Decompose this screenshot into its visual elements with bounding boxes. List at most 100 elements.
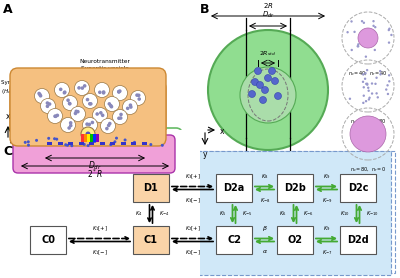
Text: $K_{-7}$: $K_{-7}$ [322,248,332,257]
Text: $K_2[-]$: $K_2[-]$ [185,248,201,257]
FancyBboxPatch shape [10,68,166,146]
Circle shape [108,102,111,106]
FancyBboxPatch shape [133,174,169,202]
FancyBboxPatch shape [30,226,66,254]
Text: $K_{-8}$: $K_{-8}$ [260,196,270,205]
Circle shape [74,112,77,115]
Circle shape [27,144,30,147]
Bar [90,134,92,142]
Circle shape [379,73,382,76]
Circle shape [112,86,128,101]
Circle shape [66,98,70,102]
Circle shape [70,144,73,147]
Circle shape [63,91,66,95]
Bar [58,142,62,145]
Circle shape [39,94,42,98]
Circle shape [149,143,152,146]
Circle shape [87,144,90,147]
Circle shape [129,105,133,109]
Circle shape [254,68,262,75]
Circle shape [372,20,375,23]
Text: $K_1[+]$: $K_1[+]$ [92,224,108,233]
Circle shape [256,81,264,88]
Bar [100,142,105,145]
Text: Synaptic cleft height
$(H_c)$: Synaptic cleft height $(H_c)$ [1,80,58,137]
Circle shape [47,137,50,140]
Circle shape [356,45,359,48]
FancyBboxPatch shape [216,226,252,254]
Circle shape [88,102,92,106]
Circle shape [54,115,58,118]
Bar [89,142,94,145]
Circle shape [130,91,146,105]
Circle shape [350,116,386,152]
Circle shape [386,84,389,86]
Circle shape [66,144,69,147]
Bar [96,134,98,142]
Circle shape [364,72,367,75]
Circle shape [115,136,118,140]
Text: D2a: D2a [223,183,245,193]
FancyBboxPatch shape [340,174,376,202]
Text: O2: O2 [288,235,302,245]
Circle shape [35,139,38,142]
Circle shape [102,91,105,95]
Circle shape [119,116,122,120]
Circle shape [260,96,266,103]
Text: $K_3[-]$: $K_3[-]$ [185,196,201,205]
Bar [79,142,84,145]
Circle shape [349,98,351,100]
Circle shape [112,110,128,125]
Text: C: C [3,145,12,158]
Circle shape [366,83,368,86]
Circle shape [388,29,390,31]
Circle shape [89,102,93,106]
Circle shape [366,83,368,85]
Circle shape [59,88,62,91]
Text: $K_{-4}$: $K_{-4}$ [159,210,170,219]
FancyBboxPatch shape [133,226,169,254]
Circle shape [365,56,367,58]
Circle shape [105,127,109,130]
Text: $n_c$= 0,  $n_r$= 80: $n_c$= 0, $n_r$= 80 [350,117,386,126]
Circle shape [56,114,59,117]
Circle shape [91,121,94,124]
Bar [142,142,147,145]
Circle shape [346,31,349,33]
Circle shape [138,97,141,101]
Bar [87,134,90,142]
Circle shape [82,93,98,108]
Circle shape [362,95,365,97]
Circle shape [109,143,112,146]
Circle shape [119,113,123,116]
Text: D1: D1 [144,183,158,193]
Bar [93,134,96,142]
Text: D2d: D2d [347,235,369,245]
Circle shape [70,106,86,121]
Circle shape [102,90,106,94]
Text: $K_3[+]$: $K_3[+]$ [185,172,201,181]
Circle shape [81,127,95,141]
Circle shape [268,68,276,75]
Text: y: y [203,150,207,159]
Circle shape [376,92,378,95]
Bar [121,142,126,145]
Circle shape [93,140,96,143]
Text: $2R_{std}$: $2R_{std}$ [260,49,276,58]
Circle shape [365,83,368,85]
Circle shape [118,89,122,93]
Circle shape [80,86,84,90]
Text: $D_{dr}$: $D_{dr}$ [88,160,102,173]
Circle shape [357,43,360,46]
Circle shape [114,140,116,143]
Circle shape [362,102,364,104]
Circle shape [46,101,49,105]
Circle shape [38,93,42,96]
Circle shape [85,122,89,126]
Text: $n_c$= 80,  $n_r$= 0: $n_c$= 80, $n_r$= 0 [350,165,386,174]
Circle shape [362,86,365,88]
Circle shape [55,138,58,141]
Text: $K_{-6}$: $K_{-6}$ [303,210,314,219]
Text: $2R$: $2R$ [263,1,273,10]
Text: D2b: D2b [284,183,306,193]
